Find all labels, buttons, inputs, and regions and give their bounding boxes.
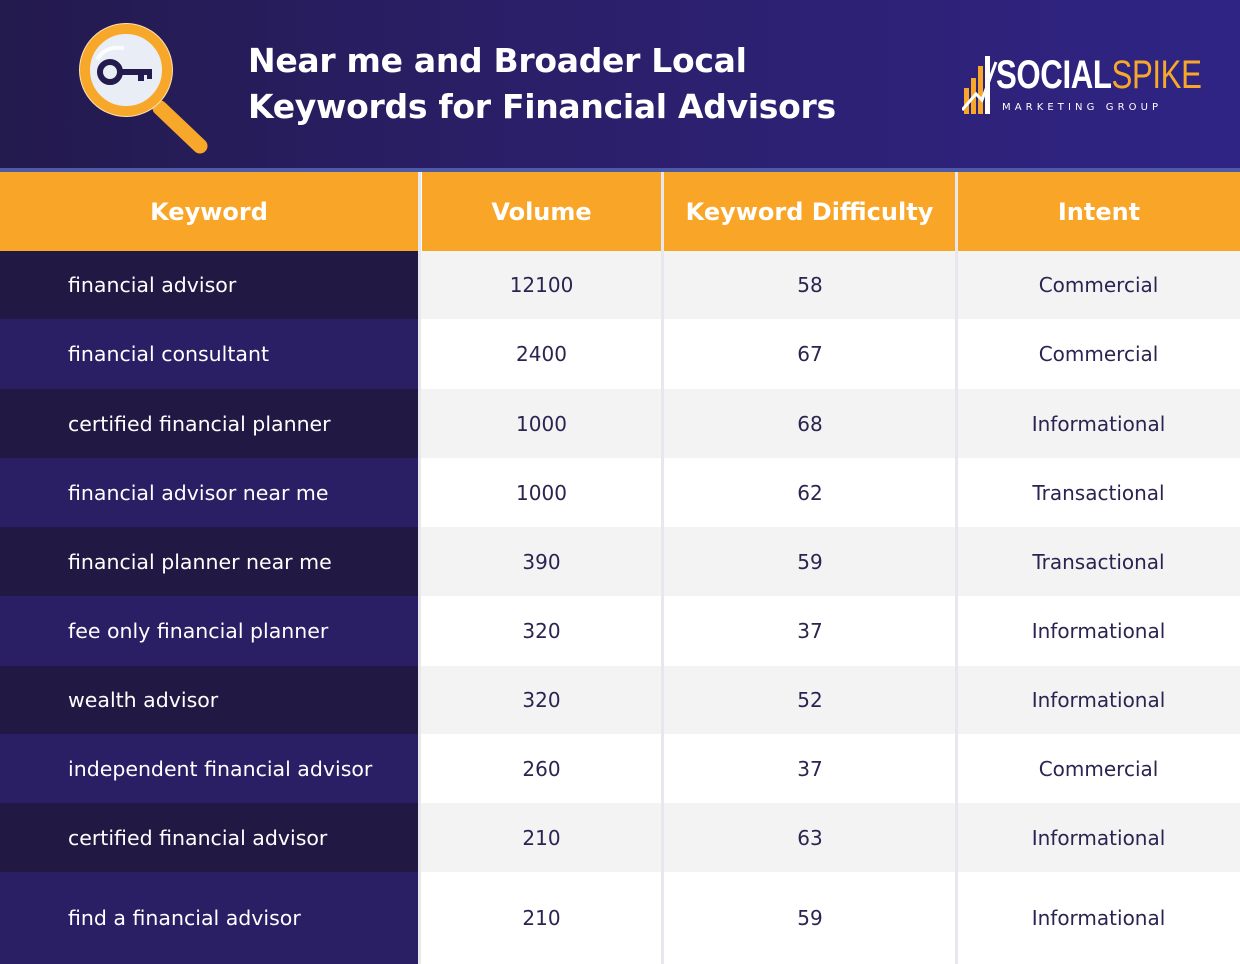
bar-chart-logo-icon <box>962 56 998 114</box>
table-header-row: Keyword Volume Keyword Difficulty Intent <box>0 172 1240 251</box>
intent-cell: Commercial <box>957 251 1240 319</box>
volume-cell: 210 <box>420 872 663 964</box>
table-row: fee only financial planner 320 37 Informati… <box>0 596 1240 666</box>
keyword-cell: wealth advisor <box>0 666 418 734</box>
column-header-intent: Intent <box>958 172 1240 251</box>
volume-cell: 210 <box>420 803 663 872</box>
volume-cell: 320 <box>420 596 663 666</box>
keyword-cell: financial planner near me <box>0 527 418 596</box>
column-header-keyword-difficulty: Keyword Difficulty <box>664 172 955 251</box>
logo-wordmark: SOCIALSPIKE <box>996 50 1202 100</box>
social-spike-logo: SOCIALSPIKE MARKETING GROUP <box>962 52 1202 122</box>
keyword-cell: financial consultant <box>0 319 418 389</box>
keyword-difficulty-cell: 52 <box>663 666 957 734</box>
keyword-table: Keyword Volume Keyword Difficulty Intent… <box>0 172 1240 964</box>
intent-cell: Informational <box>957 596 1240 666</box>
table-row: financial planner near me 390 59 Transactio… <box>0 527 1240 596</box>
intent-cell: Commercial <box>957 734 1240 803</box>
volume-cell: 1000 <box>420 389 663 458</box>
keyword-difficulty-cell: 63 <box>663 803 957 872</box>
table-row: certified financial advisor 210 63 Informat… <box>0 803 1240 872</box>
page-title: Near me and Broader Local Keywords for F… <box>248 38 888 130</box>
table-row: independent financial advisor 260 37 Commer… <box>0 734 1240 803</box>
intent-cell: Transactional <box>957 458 1240 527</box>
volume-cell: 12100 <box>420 251 663 319</box>
keyword-difficulty-cell: 59 <box>663 872 957 964</box>
keyword-cell: certified financial advisor <box>0 803 418 872</box>
volume-cell: 2400 <box>420 319 663 389</box>
keyword-cell: fee only financial planner <box>0 596 418 666</box>
column-divider <box>955 172 958 964</box>
volume-cell: 260 <box>420 734 663 803</box>
table-row: wealth advisor 320 52 Informational <box>0 666 1240 734</box>
keyword-difficulty-cell: 67 <box>663 319 957 389</box>
table-row: find a financial advisor 210 59 Information… <box>0 872 1240 964</box>
magnifier-key-icon <box>79 23 208 154</box>
intent-cell: Commercial <box>957 319 1240 389</box>
intent-cell: Informational <box>957 389 1240 458</box>
column-header-keyword: Keyword <box>0 172 418 251</box>
table-row: financial advisor near me 1000 62 Transacti… <box>0 458 1240 527</box>
intent-cell: Transactional <box>957 527 1240 596</box>
intent-cell: Informational <box>957 872 1240 964</box>
header-banner: Near me and Broader Local Keywords for F… <box>0 0 1240 168</box>
keyword-difficulty-cell: 58 <box>663 251 957 319</box>
volume-cell: 390 <box>420 527 663 596</box>
title-line-2: Keywords for Financial Advisors <box>248 87 836 126</box>
header-divider <box>0 168 1240 172</box>
intent-cell: Informational <box>957 666 1240 734</box>
keyword-difficulty-cell: 68 <box>663 389 957 458</box>
volume-cell: 320 <box>420 666 663 734</box>
keyword-difficulty-cell: 62 <box>663 458 957 527</box>
volume-cell: 1000 <box>420 458 663 527</box>
column-header-volume: Volume <box>422 172 661 251</box>
keyword-cell: financial advisor near me <box>0 458 418 527</box>
keyword-difficulty-cell: 59 <box>663 527 957 596</box>
keyword-difficulty-cell: 37 <box>663 596 957 666</box>
keyword-cell: certified financial planner <box>0 389 418 458</box>
keyword-difficulty-cell: 37 <box>663 734 957 803</box>
keyword-cell: independent financial advisor <box>0 734 418 803</box>
keyword-cell: find a financial advisor <box>0 872 418 964</box>
keyword-cell: financial advisor <box>0 251 418 319</box>
column-divider <box>418 172 421 964</box>
logo-word-spike: SPIKE <box>1111 53 1202 97</box>
logo-word-social: SOCIAL <box>996 53 1112 97</box>
title-line-1: Near me and Broader Local <box>248 41 747 80</box>
column-divider <box>661 172 664 964</box>
table-row: financial advisor 12100 58 Commercial <box>0 251 1240 319</box>
logo-subtitle: MARKETING GROUP <box>1002 102 1163 113</box>
table-row: certified financial planner 1000 68 Informa… <box>0 389 1240 458</box>
table-row: financial consultant 2400 67 Commercial <box>0 319 1240 389</box>
intent-cell: Informational <box>957 803 1240 872</box>
